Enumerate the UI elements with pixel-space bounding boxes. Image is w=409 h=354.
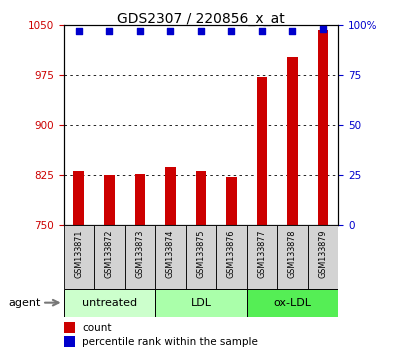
Bar [73,171,84,225]
Text: count: count [82,322,111,332]
Text: GSM133872: GSM133872 [105,230,114,278]
Bar [246,289,337,317]
Bar [307,225,337,289]
Bar [63,322,75,333]
Text: agent: agent [8,298,40,308]
Point [197,28,204,34]
Point [288,28,295,34]
Point [258,28,265,34]
Bar [63,289,155,317]
Bar [104,175,115,225]
Bar [185,225,216,289]
Text: GSM133879: GSM133879 [318,230,327,278]
Text: untreated: untreated [81,298,137,308]
Bar [286,57,297,225]
Bar [155,289,246,317]
Text: GSM133871: GSM133871 [74,230,83,278]
Point [167,28,173,34]
Bar [134,174,145,225]
Text: ox-LDL: ox-LDL [273,298,311,308]
Bar [63,336,75,347]
Point [106,28,112,34]
Bar [256,78,267,225]
Bar [317,30,328,225]
Text: GSM133873: GSM133873 [135,230,144,278]
Bar [225,177,236,225]
Bar [246,225,276,289]
Point [227,28,234,34]
Text: GSM133876: GSM133876 [226,230,235,278]
Bar [94,225,124,289]
Bar [276,225,307,289]
Point [75,28,82,34]
Text: GSM133874: GSM133874 [166,230,175,278]
Bar [195,171,206,225]
Text: GSM133875: GSM133875 [196,230,205,278]
Text: GSM133877: GSM133877 [257,230,266,278]
Bar [63,225,94,289]
Text: GSM133878: GSM133878 [287,230,296,278]
Bar [165,167,175,225]
Bar [155,225,185,289]
Bar [124,225,155,289]
Text: percentile rank within the sample: percentile rank within the sample [82,337,257,347]
Bar [216,225,246,289]
Text: GDS2307 / 220856_x_at: GDS2307 / 220856_x_at [117,12,284,27]
Point [319,26,326,32]
Point [136,28,143,34]
Text: LDL: LDL [190,298,211,308]
